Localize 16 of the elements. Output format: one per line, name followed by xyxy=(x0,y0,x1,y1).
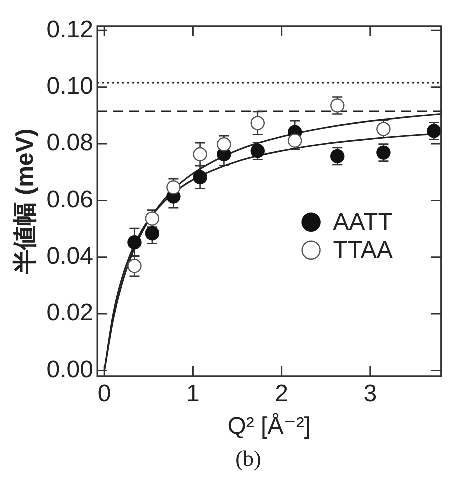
y-tick-label: 0.10 xyxy=(46,72,94,100)
x-tick-label: 3 xyxy=(364,380,378,408)
y-tick-label: 0.12 xyxy=(46,16,94,44)
legend-label: TTAA xyxy=(333,237,393,264)
y-tick-label: 0.00 xyxy=(46,356,94,384)
x-tick-label: 2 xyxy=(275,380,288,408)
x-tick-label: 1 xyxy=(186,380,200,408)
y-tick-label: 0.04 xyxy=(46,242,94,270)
x-tick-label: 0 xyxy=(98,380,112,408)
y-tick-label: 0.02 xyxy=(46,300,94,327)
y-axis-title: 半値幅 (meV) xyxy=(12,128,40,276)
y-tick-label: 0.08 xyxy=(46,130,94,157)
y-tick-label: 0.06 xyxy=(46,186,94,214)
legend-label: AATT xyxy=(333,209,394,236)
x-axis-title: Q² [Å⁻²] xyxy=(228,413,312,440)
text: (b) xyxy=(234,446,262,472)
